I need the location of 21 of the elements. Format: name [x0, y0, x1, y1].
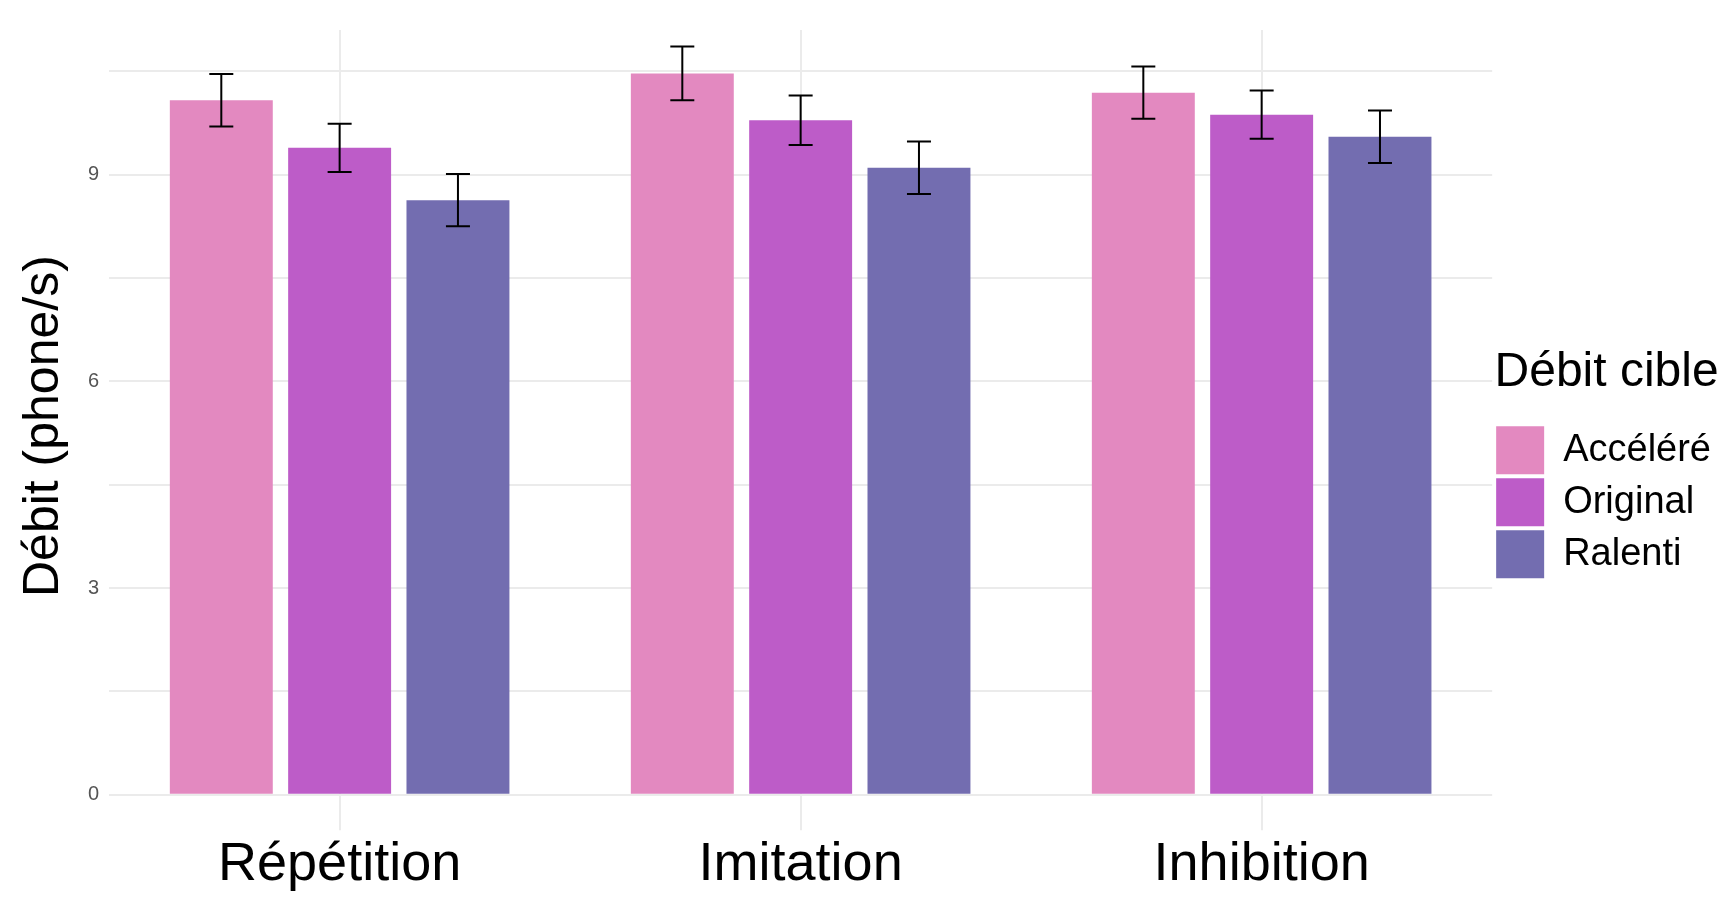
bar [1091, 92, 1195, 794]
y-tick-label: 0 [88, 782, 100, 805]
y-axis-title: Débit (phone/s) [12, 255, 69, 598]
bar [630, 73, 734, 794]
y-tick-label: 6 [88, 368, 100, 391]
bar [867, 167, 971, 794]
legend-label: Accéléré [1563, 426, 1711, 469]
legend-title: Débit cible [1494, 342, 1719, 396]
bar [1328, 136, 1432, 794]
bar [1210, 114, 1314, 794]
x-tick-label: Imitation [698, 831, 903, 892]
bar [406, 200, 510, 794]
legend-label: Ralenti [1563, 530, 1682, 573]
x-tick-label: Inhibition [1153, 831, 1370, 892]
bar [749, 120, 853, 794]
y-tick-label: 3 [88, 575, 100, 598]
legend-label: Original [1563, 478, 1695, 521]
x-tick-label: Répétition [218, 831, 462, 892]
bar [288, 147, 392, 794]
y-tick-label: 9 [88, 162, 100, 185]
bar [169, 100, 273, 794]
